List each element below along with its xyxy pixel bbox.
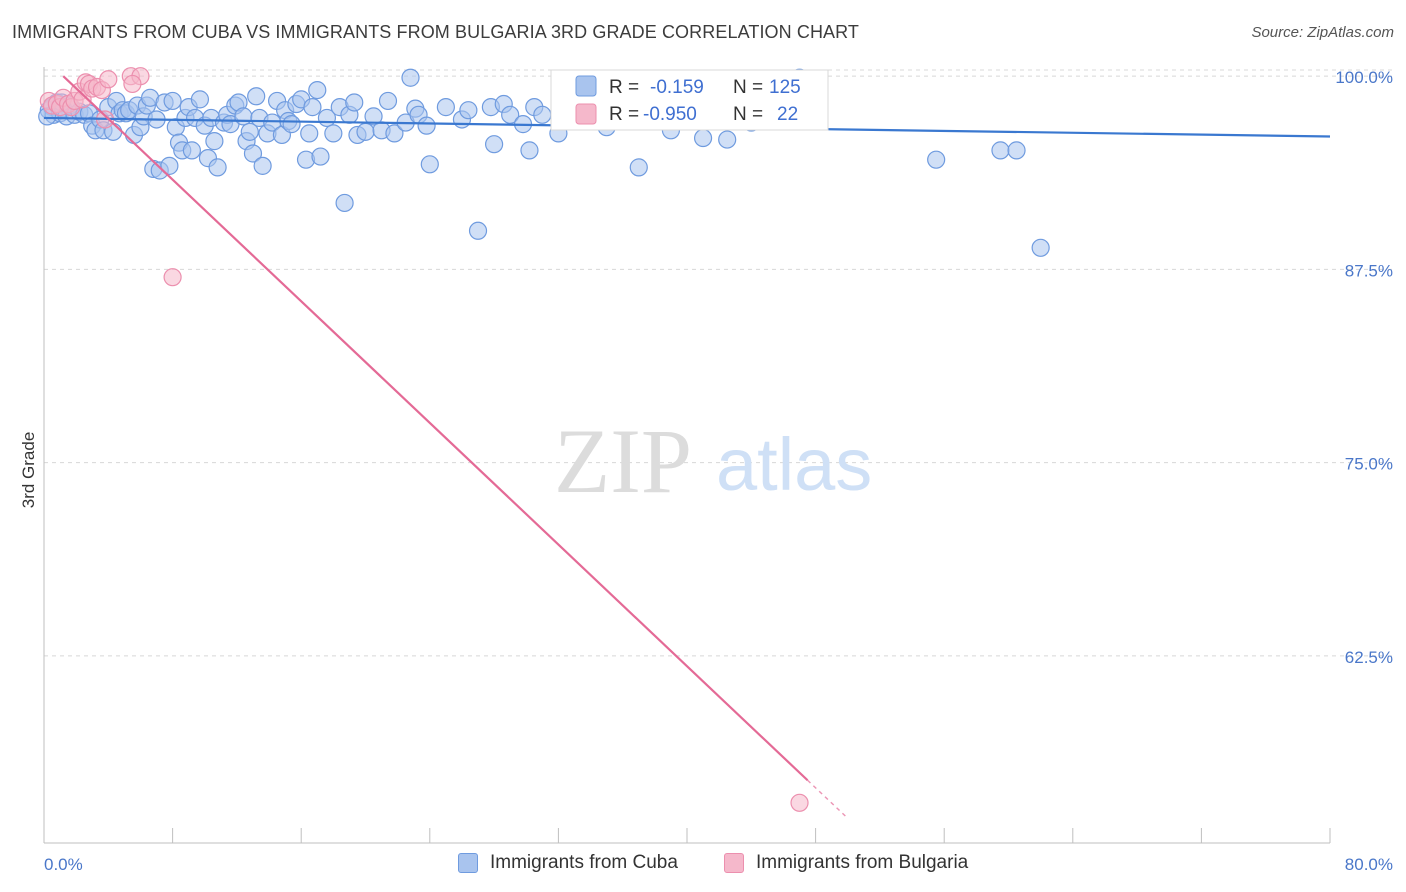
cuba-point [308, 80, 327, 100]
y-tick-label: 87.5% [1345, 261, 1393, 280]
cuba-point [160, 156, 179, 175]
cuba-point [385, 124, 404, 143]
legend-r-value-cuba: -0.159 [650, 77, 704, 98]
cuba-point [243, 144, 263, 163]
bulgaria-point [790, 793, 809, 812]
watermark: ZIP atlas [554, 410, 872, 512]
watermark-atlas: atlas [716, 423, 872, 506]
watermark-zip: ZIP [554, 410, 692, 512]
cuba-point [417, 116, 436, 135]
cuba-point [1031, 238, 1050, 257]
legend-n-label-bulgaria: N = [733, 104, 763, 125]
legend-swatch-bulgaria [575, 103, 597, 125]
cuba-point [208, 158, 227, 177]
cuba-point [693, 128, 713, 148]
legend-r-label-cuba: R = [609, 77, 639, 98]
cuba-point [240, 122, 259, 141]
cuba-point [364, 107, 383, 126]
cuba-point [520, 141, 539, 160]
cuba-point [303, 98, 322, 117]
cuba-point [468, 221, 488, 240]
cuba-point [205, 132, 224, 151]
y-tick-label: 75.0% [1345, 455, 1393, 474]
legend-label-bulgaria: Immigrants from Bulgaria [756, 852, 969, 873]
legend-box: R = -0.159 N = 125 R = -0.950 N = 22 [550, 69, 829, 131]
cuba-point [420, 155, 439, 174]
cuba-point [282, 115, 301, 134]
x-tick-label-min: 0.0% [44, 855, 83, 874]
legend-swatch-cuba [575, 75, 597, 97]
legend-item-bulgaria: Immigrants from Bulgaria [724, 852, 968, 874]
legend-swatch-cuba-bottom [458, 853, 478, 873]
cuba-point [300, 124, 319, 143]
cuba-point [436, 98, 455, 117]
y-tick-label: 100.0% [1335, 68, 1393, 87]
legend-n-value-bulgaria: 22 [777, 104, 798, 125]
bottom-legend: Immigrants from Cuba Immigrants from Bul… [0, 852, 1406, 878]
cuba-point [311, 147, 330, 166]
y-axis-title: 3rd Grade [19, 432, 38, 509]
cuba-point [629, 158, 648, 177]
source-credit: Source: ZipAtlas.com [1251, 24, 1394, 41]
chart-title: IMMIGRANTS FROM CUBA VS IMMIGRANTS FROM … [12, 22, 860, 42]
cuba-point [718, 130, 737, 149]
bulgaria-point [99, 70, 118, 89]
cuba-point [234, 107, 253, 126]
bulgaria-point [123, 74, 142, 94]
cuba-point [927, 150, 946, 169]
bulgaria-trend-extension [807, 779, 849, 819]
x-tick-label-max: 80.0% [1345, 855, 1393, 874]
bulgaria-point [163, 268, 182, 287]
bulgaria-trend-line [62, 75, 809, 782]
y-tick-label: 62.5% [1345, 648, 1393, 667]
legend-r-value-bulgaria: -0.950 [643, 104, 697, 125]
legend-item-cuba: Immigrants from Cuba [458, 852, 678, 874]
cuba-point [324, 124, 343, 143]
cuba-point [991, 141, 1010, 160]
cuba-point [182, 141, 201, 160]
cuba-point [533, 105, 552, 124]
cuba-point [401, 68, 420, 87]
axis-layer: 100.0% 87.5% 75.0% 62.5% 0.0% 80.0% [43, 67, 1393, 874]
cuba-point [345, 93, 364, 112]
cuba-point [190, 90, 210, 109]
cuba-point [335, 193, 354, 213]
points-layer [38, 67, 1050, 812]
cuba-point [378, 91, 398, 111]
cuba-point [247, 87, 266, 106]
cuba-point [1007, 141, 1026, 160]
legend-n-value-cuba: 125 [769, 77, 801, 98]
legend-label-cuba: Immigrants from Cuba [490, 852, 678, 873]
cuba-point [485, 135, 504, 154]
cuba-point [163, 91, 182, 111]
cuba-point [459, 101, 478, 120]
legend-swatch-bulgaria-bottom [724, 853, 744, 873]
cuba-point [356, 122, 375, 141]
legend-r-label-bulgaria: R = [609, 104, 639, 125]
legend-n-label-cuba: N = [733, 77, 763, 98]
cuba-point [253, 156, 272, 175]
cuba-point [501, 105, 520, 124]
